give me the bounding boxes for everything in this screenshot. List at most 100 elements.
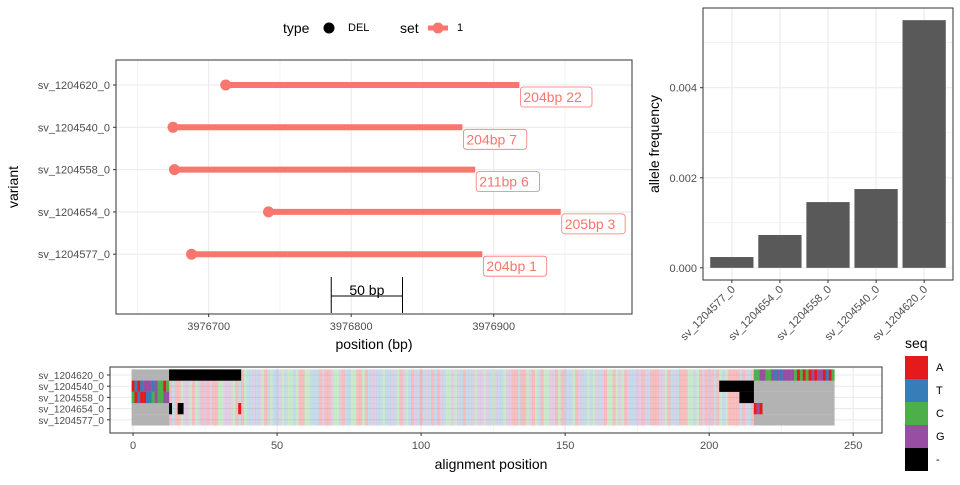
alignment-cell — [468, 380, 472, 392]
alignment-cell — [529, 414, 533, 426]
alignment-cell — [661, 369, 665, 381]
alignment-cell — [569, 369, 573, 381]
alignment-cell — [592, 391, 596, 404]
alignment-flank-cell — [753, 380, 835, 392]
alignment-variant-cell — [820, 369, 824, 381]
alignment-cell — [241, 414, 245, 426]
alignment-cell — [552, 414, 556, 426]
alignment-cell — [624, 403, 628, 415]
alignment-cell — [330, 380, 334, 392]
alignment-cell — [532, 403, 535, 415]
alignment-cell — [627, 391, 631, 404]
alignment-cell — [557, 380, 561, 392]
alignment-cell — [526, 403, 530, 415]
alignment-cell — [206, 380, 210, 392]
alignment-cell — [730, 403, 734, 415]
alignment-cell — [200, 380, 204, 392]
alignment-cell — [701, 369, 705, 381]
alignment-cell — [520, 369, 524, 381]
alignment-variant-cell — [762, 369, 766, 381]
alignment-x-tick-label: 250 — [844, 440, 862, 452]
alignment-cell — [497, 369, 501, 381]
alignment-cell — [387, 369, 391, 381]
alignment-cell — [246, 414, 250, 426]
alignment-variant-cell — [131, 391, 135, 404]
alignment-cell — [243, 369, 247, 381]
alignment-cell — [465, 391, 469, 404]
alignment-cell — [629, 380, 633, 392]
alignment-cell — [638, 391, 642, 404]
alignment-cell — [272, 403, 276, 415]
alignment-cell — [220, 380, 224, 392]
alignment-cell — [652, 414, 656, 426]
alignment-cell — [506, 414, 510, 426]
alignment-cell — [399, 403, 403, 415]
alignment-cell — [307, 369, 311, 381]
alignment-cell — [266, 403, 270, 415]
alignment-cell — [373, 369, 377, 381]
alignment-cell — [543, 403, 547, 415]
alignment-cell — [382, 391, 386, 404]
alignment-cell — [356, 414, 360, 426]
alignment-cell — [304, 369, 308, 381]
alignment-cell — [194, 391, 198, 404]
alignment-cell — [287, 403, 291, 415]
seq-legend-label: C — [936, 408, 944, 420]
alignment-cell — [298, 380, 302, 392]
alignment-variant-cell — [756, 369, 760, 381]
alignment-cell — [376, 414, 380, 426]
alignment-cell — [238, 414, 242, 426]
alignment-cell — [578, 403, 582, 415]
alignment-cell — [526, 369, 530, 381]
alignment-cell — [508, 403, 512, 415]
alignment-variant-cell — [771, 369, 775, 381]
allele-frequency-chart: 0.0000.0020.004sv_1204577_0sv_1204654_0s… — [646, 7, 954, 343]
alignment-cell — [615, 380, 619, 392]
alignment-cell — [169, 380, 173, 392]
alignment-variant-cell — [163, 380, 167, 392]
alignment-cell — [670, 391, 674, 404]
alignment-cell — [707, 369, 711, 381]
alignment-cell — [615, 414, 619, 426]
alignment-cell — [693, 403, 697, 415]
alignment-cell — [658, 369, 662, 381]
alignment-cell — [272, 414, 276, 426]
alignment-variant-cell — [822, 369, 826, 381]
alignment-flank-cell — [753, 391, 835, 404]
alignment-cell — [488, 414, 492, 426]
alignment-cell — [511, 414, 515, 426]
variant-x-tick-label: 3976800 — [330, 321, 373, 333]
alignment-cell — [434, 380, 438, 392]
alignment-cell — [572, 414, 576, 426]
alignment-cell — [258, 403, 262, 415]
alignment-cell — [604, 369, 608, 381]
alignment-cell — [295, 369, 299, 381]
alignment-cell — [681, 403, 685, 415]
alignment-cell — [313, 391, 317, 404]
alignment-cell — [249, 380, 253, 392]
variant-y-tick-label: sv_1204540_0 — [38, 122, 110, 134]
alignment-cell — [304, 403, 308, 415]
alignment-cell — [373, 403, 377, 415]
alignment-x-tick-label: 0 — [130, 440, 136, 452]
alignment-x-tick-label: 50 — [271, 440, 283, 452]
alignment-cell — [606, 380, 610, 392]
alignment-cell — [284, 391, 288, 404]
alignment-cell — [586, 414, 590, 426]
alignment-cell — [629, 369, 633, 381]
alignment-cell — [192, 403, 196, 415]
alignment-cell — [641, 391, 645, 404]
alignment-cell — [313, 369, 317, 381]
alignment-cell — [448, 369, 452, 381]
alignment-flank-cell — [753, 403, 835, 415]
alignment-cell — [339, 403, 342, 415]
alignment-cell — [379, 380, 383, 392]
alignment-cell — [261, 403, 265, 415]
alignment-cell — [537, 380, 541, 392]
alignment-cell — [727, 403, 731, 415]
alignment-cell — [595, 403, 599, 415]
alignment-cell — [457, 391, 461, 404]
alignment-cell — [382, 414, 386, 426]
alignment-cell — [321, 403, 325, 415]
alignment-cell — [612, 403, 616, 415]
